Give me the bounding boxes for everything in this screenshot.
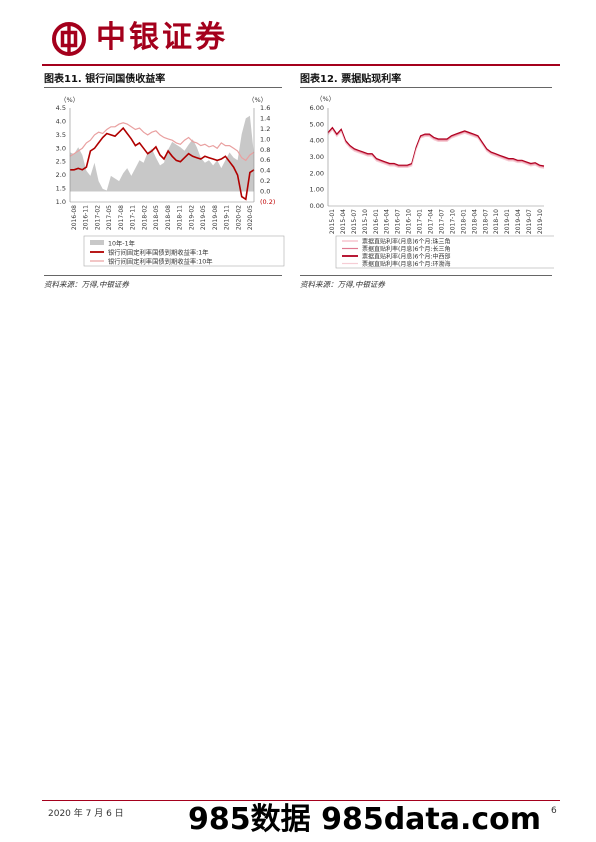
fig11-x-tick: 2019-11 <box>224 205 231 230</box>
fig11-x-tick: 2019-02 <box>188 205 195 230</box>
fig11-title: 图表11. 银行间国债收益率 <box>44 74 166 85</box>
fig11-legend-swatch <box>90 240 104 245</box>
fig12-y-tick: 1.00 <box>310 186 324 194</box>
fig12-x-tick: 2019-07 <box>526 209 533 234</box>
fig11-area-series <box>70 115 254 192</box>
fig11-x-tick: 2019-05 <box>200 205 207 230</box>
fig12-legend-label: 票据直贴利率(月息)6个月:环渤海 <box>362 260 451 268</box>
fig11-x-tick: 2018-02 <box>141 205 148 230</box>
fig11-right-tick: 0.4 <box>260 167 270 175</box>
fig12-x-tick: 2015-04 <box>340 209 347 234</box>
bank-logo-icon <box>52 22 86 56</box>
fig12-unit: （%） <box>316 95 335 103</box>
fig11-x-tick: 2018-08 <box>165 205 172 230</box>
fig12-line-series <box>327 127 545 168</box>
fig12-y-tick: 5.00 <box>310 120 324 128</box>
fig12-x-tick: 2017-10 <box>449 209 456 234</box>
fig12-line-series <box>327 128 545 169</box>
fig11-right-tick: 0.0 <box>260 188 270 196</box>
fig11-right-tick: (0.2) <box>260 198 275 206</box>
fig11-x-tick: 2017-05 <box>106 205 113 230</box>
fig12-title-rule <box>300 87 552 88</box>
fig12-y-tick: 6.00 <box>310 104 324 112</box>
fig12-legend-label: 票据直贴利率(月息)6个月:长三角 <box>362 245 451 253</box>
fig12-x-tick: 2018-01 <box>460 209 467 234</box>
fig11-x-tick: 2017-11 <box>130 205 137 230</box>
fig11-right-tick: 1.6 <box>260 104 270 112</box>
fig11-x-tick: 2018-11 <box>177 205 184 230</box>
fig12-y-tick: 3.00 <box>310 153 324 161</box>
fig12-line-series <box>327 129 545 169</box>
fig12-x-tick: 2017-04 <box>428 209 435 234</box>
footer-divider <box>42 800 560 801</box>
fig11-bottom-rule <box>44 275 282 276</box>
fig12-x-tick: 2016-01 <box>373 209 380 234</box>
fig12-x-tick: 2018-10 <box>493 209 500 234</box>
fig11-left-tick: 2.5 <box>56 158 66 166</box>
fig11-chart: （%） （%） 1.0 1.5 2.0 2.5 3.0 3.5 4.0 4.5 (0.2) 0.0 0.… <box>56 96 285 267</box>
fig12-title: 图表12. 票据贴现利率 <box>300 74 402 85</box>
fig11-legend-label: 10年-1年 <box>108 239 135 248</box>
fig12-x-tick: 2016-07 <box>395 209 402 234</box>
fig11-left-tick: 3.0 <box>56 144 66 152</box>
fig12-x-tick: 2018-07 <box>482 209 489 234</box>
fig12-x-tick: 2019-04 <box>515 209 522 234</box>
fig11-line-series <box>70 126 255 201</box>
fig12-x-tick: 2017-07 <box>438 209 445 234</box>
fig12-source: 资料来源：万得,中银证券 <box>300 280 385 289</box>
fig11-legend-label: 银行间固定利率国债到期收益率:10年 <box>108 257 213 266</box>
fig11-x-tick: 2018-05 <box>153 205 160 230</box>
fig12-legend-label: 票据直贴利率(月息)6个月:珠三角 <box>362 237 451 245</box>
fig12-y-tick: 4.00 <box>310 137 324 145</box>
fig11-left-tick: 3.5 <box>56 131 66 139</box>
fig11-x-tick: 2020-05 <box>247 205 254 230</box>
fig11-x-tick: 2017-08 <box>118 205 125 230</box>
fig12-legend-box <box>335 235 554 269</box>
watermark-text: 985数据 985data.com <box>188 802 542 837</box>
fig12-y-tick: 2.00 <box>310 169 324 177</box>
fig12-x-tick: 2017-01 <box>417 209 424 234</box>
fig12-x-tick: 2015-07 <box>351 209 358 234</box>
page-number: 6 <box>551 806 557 816</box>
fig11-legend-box <box>83 235 285 267</box>
fig12-x-tick: 2015-01 <box>329 209 336 234</box>
fig12-x-tick: 2019-01 <box>504 209 511 234</box>
fig11-right-tick: 1.2 <box>260 125 270 133</box>
fig11-title-rule <box>44 87 282 88</box>
fig11-left-tick: 1.0 <box>56 198 66 206</box>
header-divider <box>42 64 560 66</box>
fig12-x-tick: 2016-04 <box>384 209 391 234</box>
fig12-chart: （%） 0.00 1.00 2.00 3.00 4.00 5.00 6.00 2015-01 20… <box>310 95 554 269</box>
fig12-x-tick: 2016-10 <box>406 209 413 234</box>
brand-name: 中银证券 <box>96 20 228 55</box>
fig12-line-series <box>327 126 545 167</box>
fig11-legend-label: 银行间固定利率国债到期收益率:1年 <box>108 248 209 257</box>
fig11-left-tick: 1.5 <box>56 185 66 193</box>
fig11-source: 资料来源：万得,中银证券 <box>44 280 129 289</box>
fig11-left-tick: 4.0 <box>56 117 66 125</box>
fig11-line-series <box>69 122 255 162</box>
fig11-left-tick: 4.5 <box>56 104 66 112</box>
fig12-legend-label: 票据直贴利率(月息)6个月:中西部 <box>362 252 451 260</box>
fig11-left-tick: 2.0 <box>56 171 66 179</box>
fig11-x-tick: 2017-02 <box>94 205 101 230</box>
fig11-x-tick: 2020-02 <box>235 205 242 230</box>
fig11-x-tick: 2016-08 <box>71 205 78 230</box>
fig12-x-tick: 2019-10 <box>537 209 544 234</box>
fig11-right-unit: （%） <box>248 96 267 104</box>
fig12-bottom-rule <box>300 275 552 276</box>
fig11-right-tick: 1.4 <box>260 114 270 122</box>
fig11-right-tick: 0.2 <box>260 177 270 185</box>
fig11-x-tick: 2016-11 <box>83 205 90 230</box>
footer-date: 2020 年 7 月 6 日 <box>48 809 124 819</box>
fig12-y-tick: 0.00 <box>310 202 324 210</box>
fig11-right-tick: 0.6 <box>260 156 270 164</box>
fig11-left-unit: （%） <box>60 96 79 104</box>
fig11-x-tick: 2019-08 <box>212 205 219 230</box>
fig11-right-tick: 1.0 <box>260 135 270 143</box>
fig12-x-tick: 2018-04 <box>471 209 478 234</box>
fig12-x-tick: 2015-10 <box>362 209 369 234</box>
fig11-right-tick: 0.8 <box>260 146 270 154</box>
